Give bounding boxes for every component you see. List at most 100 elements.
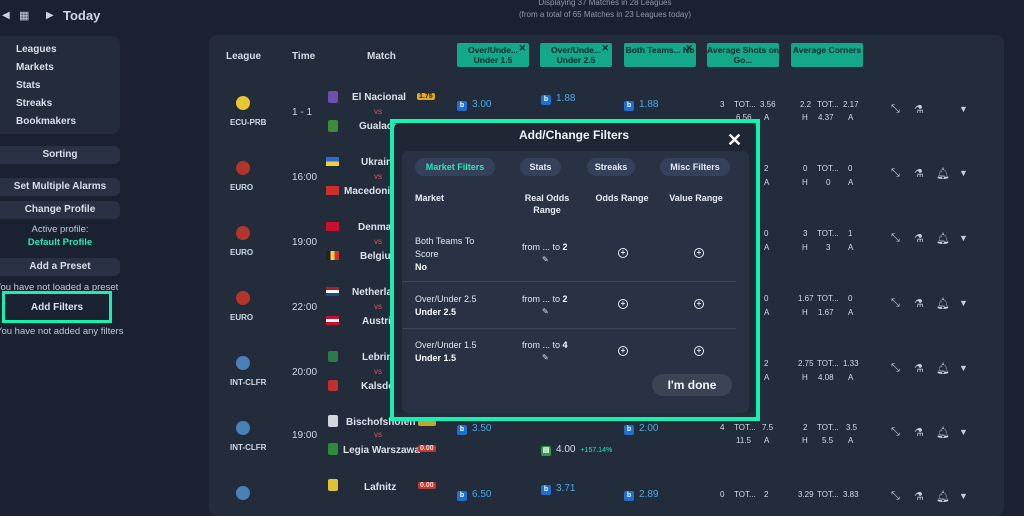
bell-icon[interactable]: 🔔︎ bbox=[936, 168, 950, 180]
close-icon[interactable]: ✕ bbox=[727, 130, 743, 150]
flask-icon[interactable]: ⚗ bbox=[914, 233, 924, 245]
close-icon[interactable]: ✕ bbox=[685, 43, 693, 53]
column-header-match[interactable]: Match bbox=[367, 51, 396, 62]
tab-streaks[interactable]: Streaks bbox=[587, 158, 635, 176]
table-row[interactable]: EURO 19:00 Denmark vs Belgium 0 A 3 TOT.… bbox=[230, 222, 968, 262]
line-chart-icon[interactable]: ⤡ bbox=[891, 362, 900, 374]
date-navigator: ◀ ▦ ▶ Today bbox=[0, 0, 210, 32]
filter-pill-btts[interactable]: Both Teams... No ✕ bbox=[624, 43, 696, 67]
bell-icon[interactable]: 🔔︎ bbox=[936, 491, 950, 503]
add-circle-icon[interactable]: + bbox=[618, 248, 628, 258]
filters-panel: Market Filters Stats Streaks Misc Filter… bbox=[402, 151, 749, 413]
close-icon[interactable]: ✕ bbox=[518, 43, 526, 53]
pencil-icon[interactable]: ✎ bbox=[542, 255, 549, 264]
chevron-down-icon[interactable]: ▼ bbox=[959, 491, 968, 501]
set-alarms-button[interactable]: Set Multiple Alarms bbox=[0, 178, 120, 196]
real-odds-range[interactable]: from ... to 2 bbox=[522, 294, 568, 304]
line-chart-icon[interactable]: ⤡ bbox=[891, 103, 900, 115]
bookmaker-icon: b bbox=[457, 101, 467, 111]
bookmaker-icon: ▤ bbox=[541, 446, 551, 456]
bell-icon[interactable]: 🔔︎ bbox=[936, 427, 950, 439]
filter-row: Both Teams To Score No bbox=[415, 236, 475, 272]
table-row[interactable]: INT-CLFR 20:00 Lebrin vs Kalsdo 2 A 2.75… bbox=[230, 351, 968, 392]
line-chart-icon[interactable]: ⤡ bbox=[891, 232, 900, 244]
table-row[interactable]: EURO 16:00 Ukraine vs Macedonia 2 A 0 TO… bbox=[230, 157, 968, 197]
sorting-button[interactable]: Sorting bbox=[0, 146, 120, 164]
chevron-right-icon[interactable]: ▶ bbox=[46, 10, 54, 21]
add-filters-button[interactable]: Add Filters bbox=[2, 291, 112, 323]
table-row[interactable]: ECU-PRB 1 - 1 El Nacional vs Gualaceo 1.… bbox=[230, 91, 968, 132]
chevron-down-icon[interactable]: ▼ bbox=[959, 427, 968, 437]
sidebar-item-bookmakers[interactable]: Bookmakers bbox=[16, 116, 77, 127]
flask-icon[interactable]: ⚗ bbox=[914, 298, 924, 310]
chevron-down-icon[interactable]: ▼ bbox=[959, 298, 968, 308]
close-icon[interactable]: ✕ bbox=[601, 43, 609, 53]
column-header-league[interactable]: League bbox=[226, 51, 262, 62]
change-profile-button[interactable]: Change Profile bbox=[0, 201, 120, 219]
line-chart-icon[interactable]: ⤡ bbox=[891, 297, 900, 309]
filters-note: You have not added any filters bbox=[0, 326, 124, 337]
table-row[interactable]: EURO 22:00 Netherlands vs Austria 0 A 1.… bbox=[230, 287, 968, 327]
real-odds-range[interactable]: from ... to 2 bbox=[522, 242, 568, 252]
bookmaker-icon: b bbox=[624, 425, 634, 435]
add-circle-icon[interactable]: + bbox=[618, 299, 628, 309]
table-row[interactable]: INT-CLFR 19:00 Bischofshofen vs Legia Wa… bbox=[230, 415, 968, 456]
filter-row: Over/Under 1.5 Under 1.5 bbox=[415, 340, 477, 363]
calendar-icon[interactable]: ▦ bbox=[19, 10, 30, 22]
chevron-down-icon[interactable]: ▼ bbox=[959, 104, 968, 114]
filter-pill-shots[interactable]: Average Shots on Go... bbox=[707, 43, 779, 67]
bookmaker-icon: b bbox=[457, 425, 467, 435]
team-crest-icon bbox=[328, 415, 338, 427]
league-flag-icon bbox=[236, 96, 250, 110]
line-chart-icon[interactable]: ⤡ bbox=[891, 426, 900, 438]
column-header-time[interactable]: Time bbox=[292, 51, 316, 62]
column-header-market: Market bbox=[415, 193, 445, 203]
country-flag-icon bbox=[326, 186, 339, 195]
team-crest-icon bbox=[328, 443, 338, 455]
tab-stats[interactable]: Stats bbox=[520, 158, 561, 176]
bell-icon[interactable]: 🔔︎ bbox=[936, 298, 950, 310]
filter-pill-corners[interactable]: Average Corners bbox=[791, 43, 863, 67]
sidebar-item-leagues[interactable]: Leagues bbox=[16, 44, 57, 55]
modal-title: Add/Change Filters bbox=[518, 128, 629, 142]
add-preset-button[interactable]: Add a Preset bbox=[0, 258, 120, 276]
pencil-icon[interactable]: ✎ bbox=[542, 307, 549, 316]
sidebar-item-markets[interactable]: Markets bbox=[16, 62, 54, 73]
active-profile-value[interactable]: Default Profile bbox=[27, 237, 93, 248]
sidebar-item-streaks[interactable]: Streaks bbox=[16, 98, 53, 109]
bell-icon[interactable]: 🔔︎ bbox=[936, 363, 950, 375]
flask-icon[interactable]: ⚗ bbox=[914, 168, 924, 180]
flask-icon[interactable]: ⚗ bbox=[914, 427, 924, 439]
league-flag-icon bbox=[236, 421, 250, 435]
line-chart-icon[interactable]: ⤡ bbox=[891, 167, 900, 179]
bell-icon[interactable]: 🔔︎ bbox=[936, 233, 950, 245]
matches-summary: Displaying 37 Matches in 28 Leagues (fro… bbox=[518, 0, 692, 19]
done-button[interactable]: I'm done bbox=[652, 374, 732, 396]
league-flag-icon bbox=[236, 291, 250, 305]
flask-icon[interactable]: ⚗ bbox=[914, 104, 924, 116]
tab-market-filters[interactable]: Market Filters bbox=[415, 158, 495, 176]
modal-highlight bbox=[390, 119, 760, 421]
add-circle-icon[interactable]: + bbox=[618, 346, 628, 356]
add-circle-icon[interactable]: + bbox=[694, 346, 704, 356]
real-odds-range[interactable]: from ... to 4 bbox=[522, 340, 568, 350]
add-circle-icon[interactable]: + bbox=[694, 299, 704, 309]
sidebar-item-stats[interactable]: Stats bbox=[16, 80, 41, 91]
table-row[interactable]: Lafnitz 0.00 b 6.50 b 3.71 b 2.89 0 TOT... … bbox=[216, 473, 996, 516]
flask-icon[interactable]: ⚗ bbox=[914, 363, 924, 375]
add-circle-icon[interactable]: + bbox=[694, 248, 704, 258]
chevron-left-icon[interactable]: ◀ bbox=[2, 10, 10, 21]
team-crest-icon bbox=[328, 351, 338, 362]
chevron-down-icon[interactable]: ▼ bbox=[959, 363, 968, 373]
bookmaker-icon: b bbox=[541, 95, 551, 105]
line-chart-icon[interactable]: ⤡ bbox=[891, 490, 900, 502]
tab-misc-filters[interactable]: Misc Filters bbox=[660, 158, 730, 176]
chevron-down-icon[interactable]: ▼ bbox=[959, 168, 968, 178]
pencil-icon[interactable]: ✎ bbox=[542, 353, 549, 362]
chevron-down-icon[interactable]: ▼ bbox=[959, 233, 968, 243]
column-header-odds-range: Odds Range bbox=[595, 193, 649, 203]
bookmaker-icon: b bbox=[457, 491, 467, 501]
flask-icon[interactable]: ⚗ bbox=[914, 491, 924, 503]
filter-pill-ou25[interactable]: Over/Unde... Under 2.5 ✕ bbox=[540, 43, 612, 67]
filter-pill-ou15[interactable]: Over/Unde... Under 1.5 ✕ bbox=[457, 43, 529, 67]
